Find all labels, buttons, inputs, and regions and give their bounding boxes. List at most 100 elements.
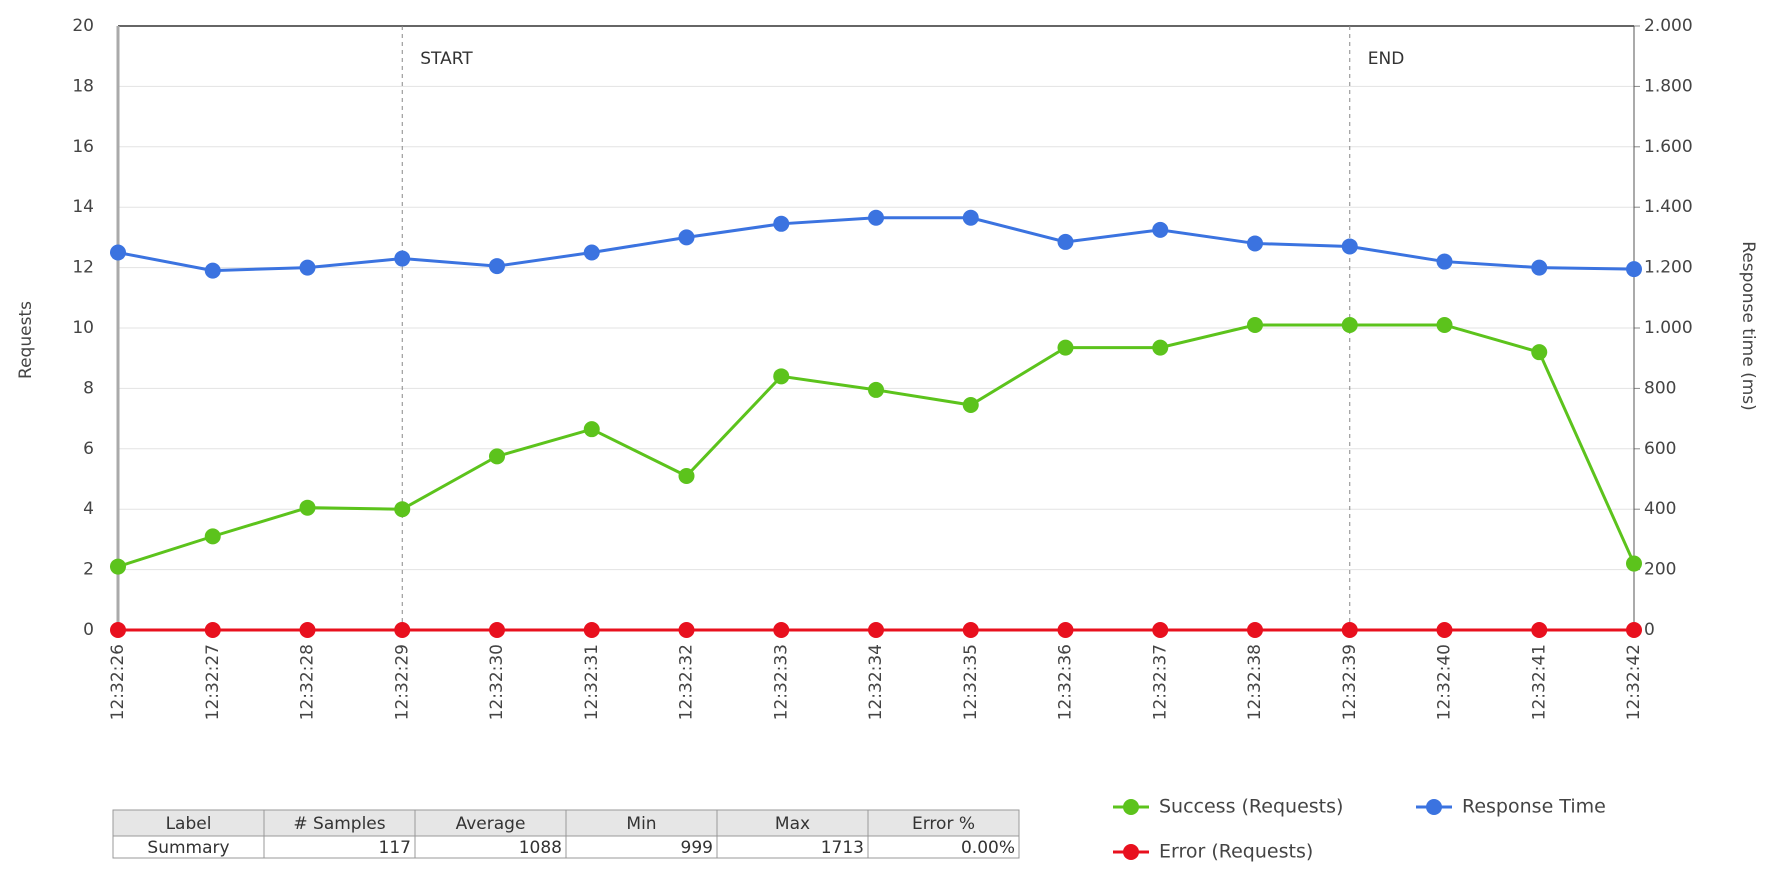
y2-axis-label: Response time (ms)	[1738, 241, 1758, 411]
x-tick-label: 12:32:41	[1529, 644, 1549, 720]
x-tick-label: 12:32:30	[487, 644, 507, 720]
data-point	[1057, 233, 1074, 250]
table-header: Label	[166, 814, 212, 834]
legend-label: Success (Requests)	[1159, 796, 1343, 818]
table-header: Max	[775, 814, 810, 834]
data-point	[962, 209, 979, 226]
y-tick-label: 16	[72, 137, 94, 157]
data-point	[1626, 261, 1642, 278]
table-value: 999	[681, 838, 713, 858]
x-tick-label: 12:32:31	[582, 644, 602, 720]
data-point	[773, 215, 790, 232]
data-point	[1341, 622, 1358, 638]
x-tick-label: 12:32:38	[1245, 644, 1265, 720]
data-point	[1626, 622, 1642, 638]
data-point	[204, 528, 221, 545]
y2-tick-label: 1.200	[1644, 258, 1693, 278]
data-point	[489, 448, 505, 465]
data-point	[1247, 622, 1263, 638]
y-tick-label: 8	[83, 378, 94, 398]
y-tick-label: 4	[83, 499, 94, 519]
data-point	[204, 262, 221, 279]
x-tick-label: 12:32:27	[203, 644, 223, 720]
y2-tick-label: 400	[1644, 499, 1676, 519]
data-point	[678, 467, 695, 484]
table-header: Error %	[912, 814, 975, 834]
data-point	[204, 622, 221, 638]
table-cell	[867, 835, 1020, 859]
data-point	[1057, 622, 1074, 638]
data-point	[1152, 339, 1169, 356]
data-point	[962, 622, 979, 638]
x-tick-label: 12:32:36	[1056, 644, 1076, 720]
data-point	[868, 622, 884, 638]
table-value: 1088	[519, 838, 562, 858]
y2-tick-label: 1.600	[1644, 137, 1693, 157]
data-point	[868, 209, 884, 226]
y-tick-label: 12	[72, 258, 94, 278]
y-tick-label: 6	[83, 439, 94, 459]
y2-tick-label: 200	[1644, 560, 1676, 580]
data-point	[1341, 316, 1358, 333]
data-point	[1436, 316, 1453, 333]
x-tick-label: 12:32:32	[677, 644, 697, 720]
data-point	[110, 244, 126, 261]
x-tick-label: 12:32:40	[1435, 644, 1455, 720]
data-point	[299, 259, 316, 276]
data-point	[1247, 235, 1263, 252]
data-point	[1626, 555, 1642, 572]
x-tick-label: 12:32:29	[392, 644, 412, 720]
x-tick-label: 12:32:39	[1340, 644, 1360, 720]
legend-marker	[1426, 799, 1442, 815]
data-point	[110, 622, 126, 638]
legend-label: Error (Requests)	[1159, 841, 1313, 863]
table-value: 1713	[821, 838, 864, 858]
data-point	[583, 421, 600, 438]
data-point	[394, 622, 411, 638]
y-tick-label: 2	[83, 560, 94, 580]
y-axis-label: Requests	[16, 301, 36, 379]
y-tick-label: 20	[72, 16, 94, 36]
table-header-cell	[716, 809, 869, 837]
data-point	[773, 368, 790, 385]
x-tick-label: 12:32:34	[866, 644, 886, 720]
y2-tick-label: 600	[1644, 439, 1676, 459]
data-point	[1531, 622, 1548, 638]
data-point	[678, 229, 695, 246]
legend-marker	[1123, 799, 1139, 815]
data-point	[299, 622, 316, 638]
data-point	[1436, 253, 1453, 270]
data-point	[394, 501, 411, 518]
table-value: 117	[379, 838, 411, 858]
annotation-label: END	[1368, 49, 1405, 69]
table-value: 0.00%	[961, 838, 1015, 858]
series-line	[117, 323, 1636, 569]
data-point	[583, 244, 600, 261]
data-point	[489, 258, 505, 275]
table-header: # Samples	[293, 814, 385, 834]
annotation-label: START	[420, 49, 473, 69]
y2-tick-label: 0	[1644, 620, 1655, 640]
y2-tick-label: 800	[1644, 378, 1676, 398]
x-tick-label: 12:32:37	[1150, 644, 1170, 720]
table-header: Average	[456, 814, 526, 834]
data-point	[1152, 622, 1169, 638]
data-point	[394, 250, 411, 267]
table-value: Summary	[147, 838, 229, 858]
y2-tick-label: 1.000	[1644, 318, 1693, 338]
x-tick-label: 12:32:42	[1624, 644, 1644, 720]
y-tick-label: 10	[72, 318, 94, 338]
data-point	[489, 622, 505, 638]
table-header: Min	[626, 814, 656, 834]
legend-label: Response Time	[1462, 796, 1606, 818]
data-point	[1247, 316, 1263, 333]
y-tick-label: 0	[83, 620, 94, 640]
y2-tick-label: 1.800	[1644, 76, 1693, 96]
data-point	[1436, 622, 1453, 638]
data-point	[583, 622, 600, 638]
data-point	[962, 397, 979, 414]
y2-tick-label: 2.000	[1644, 16, 1693, 36]
x-tick-label: 12:32:28	[298, 644, 318, 720]
data-point	[1341, 238, 1358, 255]
